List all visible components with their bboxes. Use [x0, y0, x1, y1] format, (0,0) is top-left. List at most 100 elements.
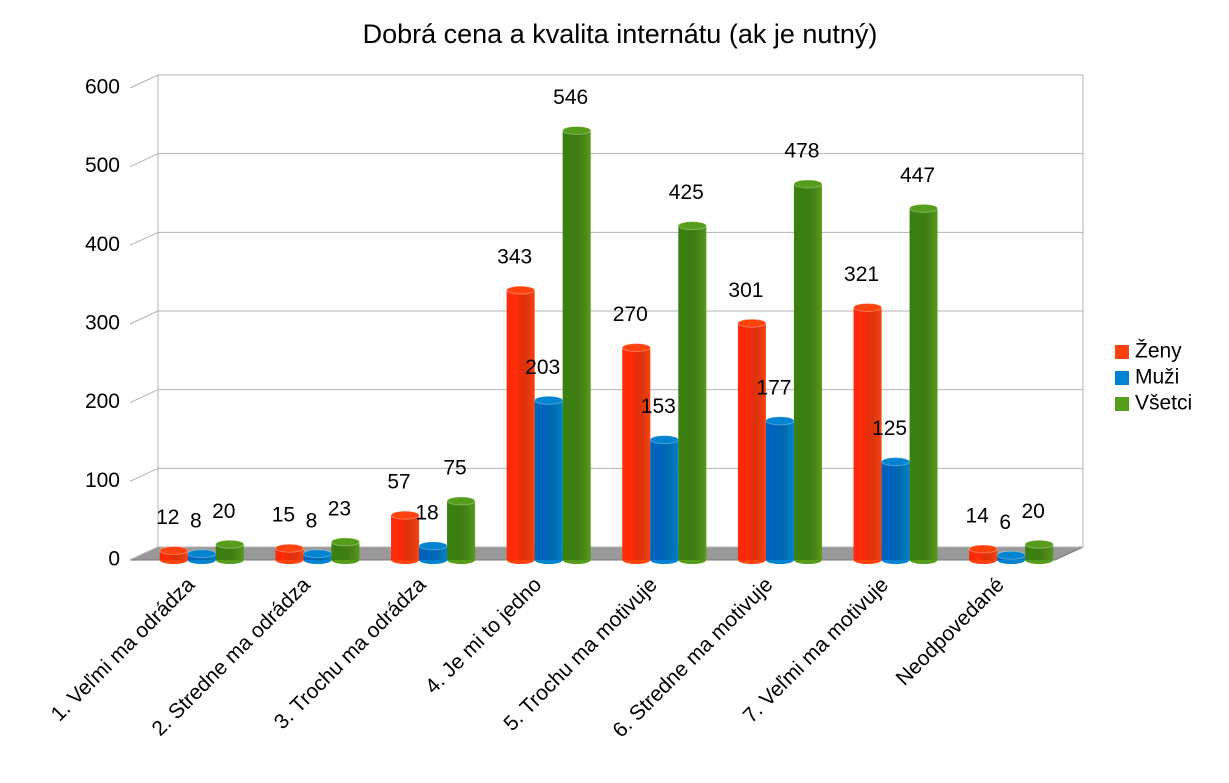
value-label: 153 — [641, 395, 676, 418]
x-tick-label: 4. Je mi to jedno — [421, 573, 546, 698]
bar-shade — [562, 130, 591, 561]
bar — [765, 416, 795, 564]
bar — [274, 543, 304, 564]
legend-swatch — [1115, 345, 1129, 359]
bar-shade — [969, 548, 998, 560]
value-label: 8 — [306, 509, 318, 532]
value-label: 18 — [415, 501, 438, 524]
bar-top — [881, 457, 911, 467]
grid-line-side — [129, 74, 159, 89]
bar-top — [274, 543, 304, 553]
bar — [909, 203, 939, 564]
value-label: 14 — [966, 505, 990, 528]
value-label: 478 — [784, 140, 819, 163]
bar-top — [418, 541, 448, 551]
bar — [737, 318, 767, 564]
chart-title: Dobrá cena a kvalita internátu (ak je nu… — [363, 19, 878, 49]
bar-top — [793, 179, 823, 189]
bar-top — [534, 395, 564, 405]
bar — [968, 544, 998, 564]
bar — [881, 457, 911, 564]
value-label: 75 — [443, 457, 466, 480]
value-label: 447 — [900, 164, 935, 187]
bar-shade — [534, 400, 563, 560]
bar-shade — [419, 545, 448, 560]
bar-shade — [447, 501, 476, 560]
bar-top — [909, 203, 939, 213]
y-tick-label: 100 — [85, 469, 120, 492]
bar — [1024, 539, 1054, 564]
grid-line-side — [129, 389, 159, 404]
bar — [621, 343, 651, 564]
value-label: 425 — [669, 181, 704, 204]
bar-shade — [853, 307, 882, 560]
bar-top — [506, 285, 536, 295]
legend-swatch — [1115, 371, 1129, 385]
value-label: 8 — [190, 509, 202, 532]
value-label: 301 — [728, 279, 763, 302]
bar — [330, 537, 360, 564]
value-label: 546 — [553, 86, 588, 109]
value-label: 203 — [525, 356, 560, 379]
bar-top — [330, 537, 360, 547]
bar-shade — [881, 461, 910, 560]
value-label: 20 — [1022, 500, 1045, 523]
y-tick-label: 600 — [85, 76, 120, 99]
grid-line-side — [129, 153, 159, 168]
bar — [677, 221, 707, 564]
bar — [996, 550, 1026, 564]
bar-shade — [275, 548, 304, 560]
bar-top — [677, 221, 707, 231]
bar-shade — [737, 323, 766, 560]
bar-top — [853, 302, 883, 312]
bar-top — [765, 416, 795, 426]
bar-shade — [650, 439, 679, 560]
bar-shade — [909, 208, 938, 561]
value-label: 23 — [328, 497, 351, 520]
value-label: 6 — [999, 511, 1011, 534]
legend-label: Všetci — [1135, 392, 1192, 415]
bar-shade — [622, 347, 651, 560]
legend-label: Ženy — [1135, 340, 1182, 363]
bar-top — [215, 539, 245, 549]
bar — [649, 435, 679, 564]
bar-top — [968, 544, 998, 554]
value-label: 321 — [844, 263, 879, 286]
y-tick-label: 500 — [85, 154, 120, 177]
bar-top — [187, 549, 217, 559]
bar — [187, 549, 217, 564]
bar-shade — [215, 544, 244, 560]
value-label: 177 — [756, 376, 791, 399]
bar — [418, 541, 448, 564]
bar-shade — [765, 420, 794, 560]
bar — [853, 302, 883, 564]
bar — [534, 395, 564, 564]
value-label: 15 — [272, 504, 295, 527]
bar-top — [996, 550, 1026, 560]
value-label: 57 — [387, 471, 410, 494]
value-label: 343 — [497, 246, 532, 269]
bar — [562, 125, 592, 564]
bar-shade — [793, 183, 822, 560]
grid-line-side — [129, 546, 159, 561]
value-label: 125 — [872, 417, 907, 440]
y-tick-label: 0 — [108, 548, 120, 571]
bar-top — [302, 549, 332, 559]
grid-line-side — [129, 310, 159, 325]
y-tick-label: 400 — [85, 233, 120, 256]
bar-top — [621, 343, 651, 353]
bar — [159, 546, 189, 564]
bar-top — [562, 125, 592, 135]
value-label: 270 — [613, 303, 648, 326]
legend-label: Muži — [1135, 366, 1179, 389]
bar-top — [159, 546, 189, 556]
bar — [506, 285, 536, 564]
floor — [129, 546, 1084, 561]
bar — [215, 539, 245, 564]
bar-top — [1024, 539, 1054, 549]
bar — [446, 496, 476, 564]
grid-line-side — [129, 231, 159, 246]
bar-shade — [678, 225, 707, 560]
bar-top — [737, 318, 767, 328]
